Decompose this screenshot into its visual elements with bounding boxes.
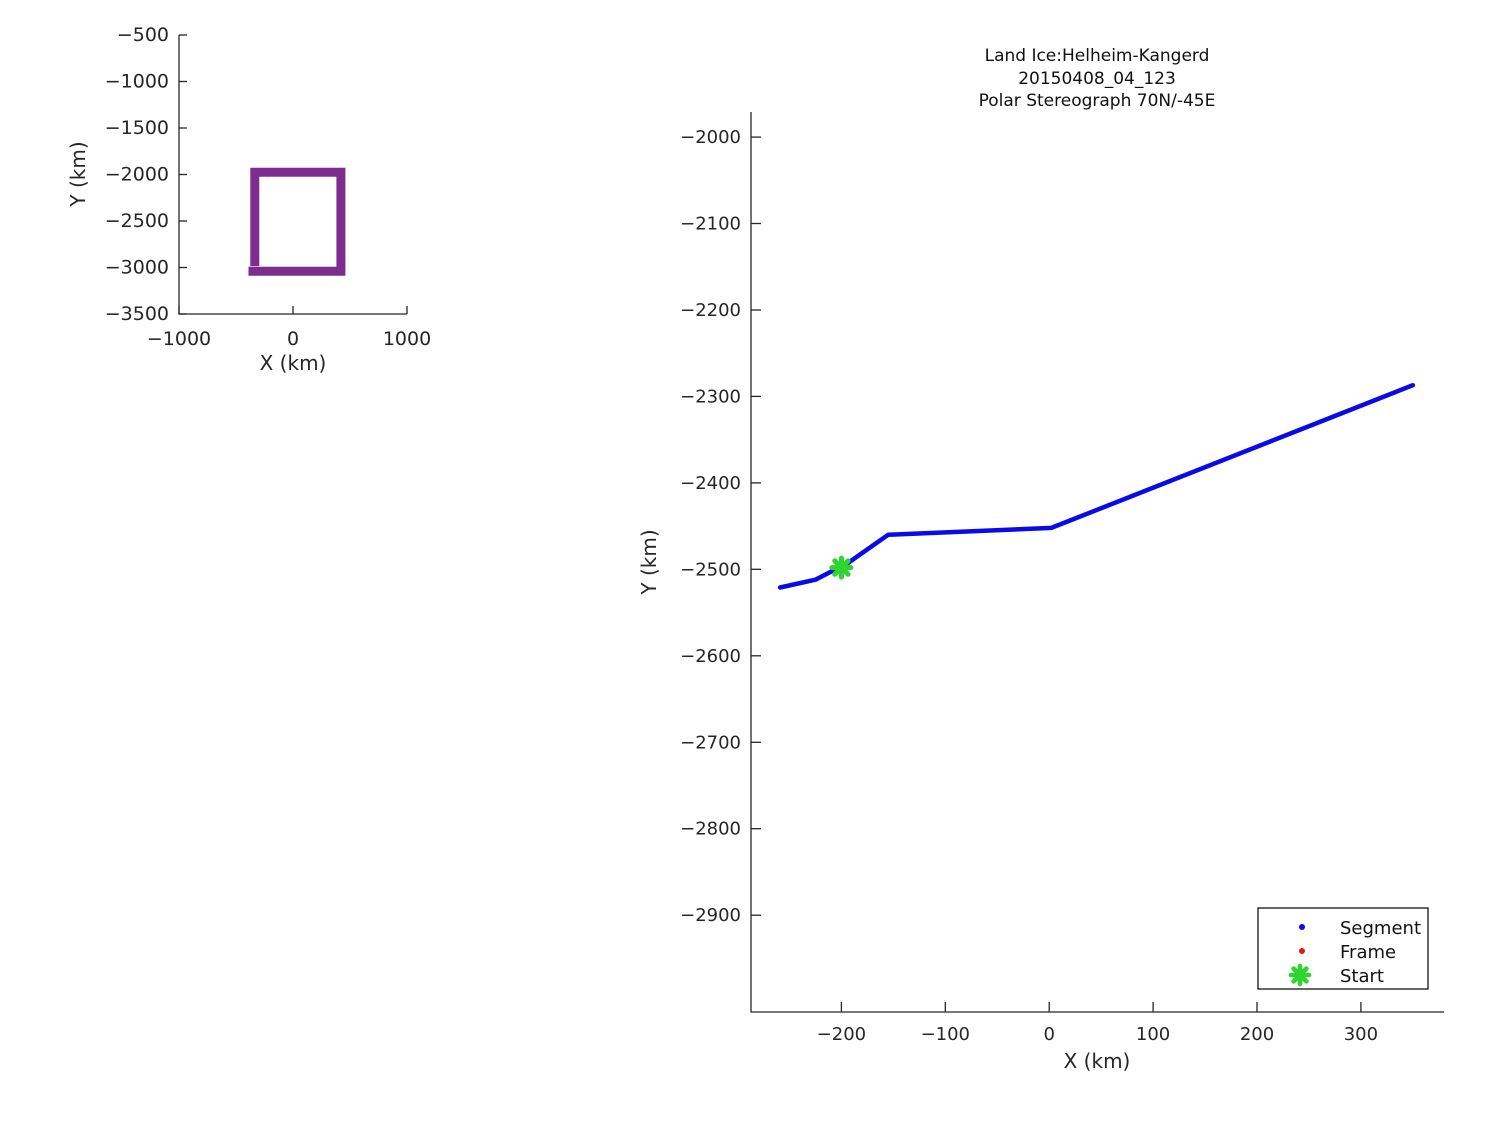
overview-axes: −1000 0 1000 −500 −1000 −1500 −2000 −2500 −3000 −… — [105, 24, 431, 350]
plot-title-line-3: Polar Stereograph 70N/-45E — [979, 91, 1216, 111]
main-yaxis-label: Y (km) — [637, 529, 661, 595]
start-asterisk-glyph — [1288, 963, 1312, 987]
x-tick-label: −1000 — [147, 328, 211, 350]
y-tick-label: −2500 — [680, 559, 741, 580]
start-marker — [829, 555, 854, 580]
main-xaxis-label: X (km) — [1064, 1049, 1131, 1073]
y-tick-label: −3500 — [105, 303, 169, 325]
y-tick-label: −500 — [117, 24, 169, 46]
y-tick-label: −2100 — [680, 214, 741, 235]
y-tick-label: −1000 — [105, 71, 169, 93]
y-tick-label: −2000 — [680, 127, 741, 148]
start-asterisk-icon — [1288, 963, 1312, 987]
axis-spines — [750, 112, 1444, 1013]
main-axes: −200 −100 0 100 200 300 −2000 −2100 −2200 −2300 −2… — [680, 112, 1444, 1045]
x-tick-label: 0 — [1043, 1024, 1054, 1045]
y-tick-label: −2600 — [680, 646, 741, 667]
legend-box — [1257, 907, 1429, 990]
legend-label-segment: Segment — [1340, 918, 1421, 939]
overview-xaxis-label: X (km) — [260, 351, 327, 375]
x-tick-label: 100 — [1136, 1024, 1170, 1045]
y-tick-label: −2500 — [105, 210, 169, 232]
x-tick-label: −200 — [817, 1024, 866, 1045]
y-tick-label: −3000 — [105, 257, 169, 279]
overview-yaxis-label: Y (km) — [66, 141, 90, 207]
x-tick-label: −100 — [921, 1024, 970, 1045]
x-tick-label: 0 — [287, 328, 299, 350]
legend-label-frame: Frame — [1340, 942, 1396, 963]
y-tick-label: −2000 — [105, 164, 169, 186]
y-tick-label: −2800 — [680, 819, 741, 840]
y-tick-label: −2300 — [680, 386, 741, 407]
x-tick-label: 300 — [1344, 1024, 1378, 1045]
y-tick-label: −2200 — [680, 300, 741, 321]
legend-label-start: Start — [1340, 966, 1384, 987]
y-tick-label: −2400 — [680, 473, 741, 494]
main-plot: −200 −100 0 100 200 300 −2000 −2100 −2200 −2300 −2… — [637, 46, 1444, 1073]
plot-title-line-2: 20150408_04_123 — [1018, 69, 1176, 89]
y-tick-label: −1500 — [105, 117, 169, 139]
segment-track — [777, 382, 1416, 590]
overview-plot: −1000 0 1000 −500 −1000 −1500 −2000 −2500 −3000 −… — [66, 24, 431, 375]
legend: Segment Frame Start — [1257, 907, 1429, 990]
segment-dot-icon — [1299, 924, 1305, 930]
y-tick-label: −2900 — [680, 905, 741, 926]
x-tick-label: 200 — [1240, 1024, 1274, 1045]
x-tick-label: 1000 — [383, 328, 431, 350]
y-tick-label: −2700 — [680, 732, 741, 753]
frame-dot-icon — [1299, 948, 1305, 954]
coverage-outline — [248, 167, 346, 276]
plot-title-line-1: Land Ice:Helheim-Kangerd — [985, 46, 1210, 66]
